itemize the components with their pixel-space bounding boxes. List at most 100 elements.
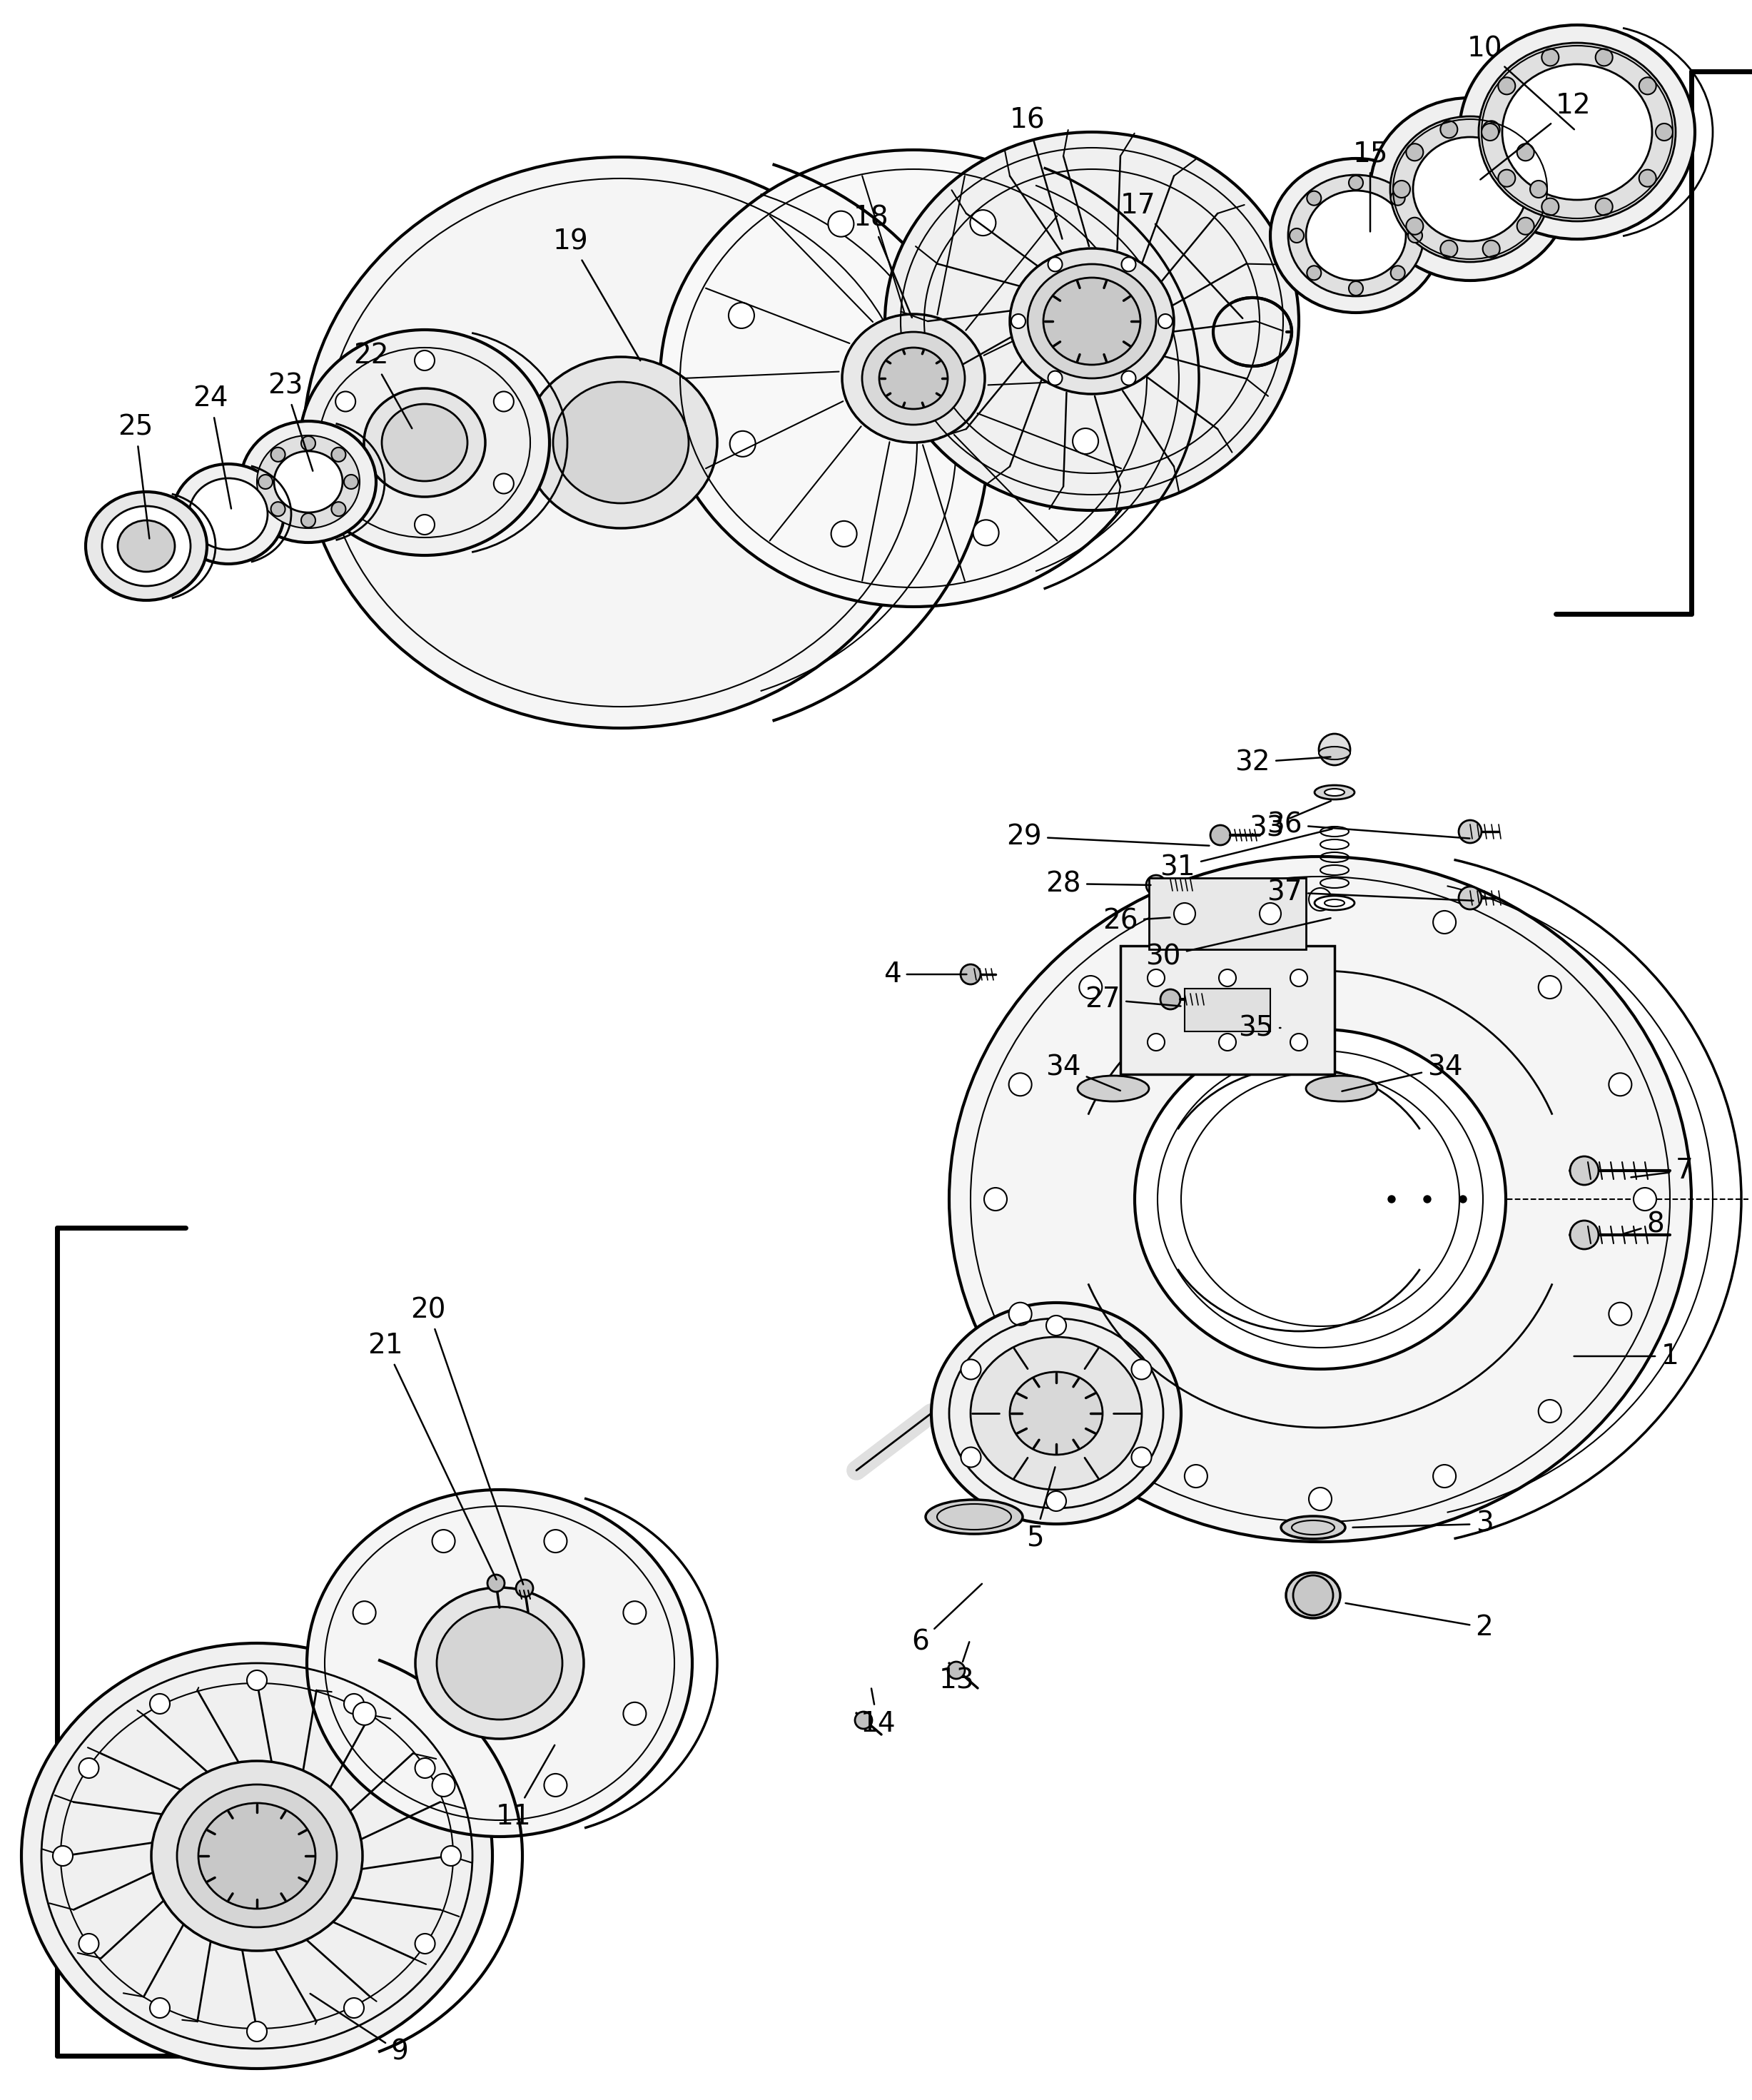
Circle shape — [247, 1670, 266, 1691]
Circle shape — [1307, 191, 1321, 206]
Circle shape — [494, 475, 513, 494]
Ellipse shape — [932, 1302, 1181, 1525]
Text: 11: 11 — [496, 1745, 555, 1831]
Ellipse shape — [1286, 1573, 1340, 1619]
Ellipse shape — [1314, 897, 1354, 909]
Ellipse shape — [843, 315, 985, 443]
Circle shape — [1219, 970, 1235, 987]
Ellipse shape — [1314, 785, 1354, 800]
Text: 16: 16 — [1009, 107, 1062, 239]
Text: 18: 18 — [853, 204, 913, 317]
Circle shape — [1570, 1220, 1598, 1250]
Ellipse shape — [273, 452, 343, 512]
Circle shape — [985, 1189, 1007, 1210]
Circle shape — [1158, 315, 1172, 328]
Circle shape — [1459, 1195, 1466, 1203]
Text: 12: 12 — [1480, 92, 1591, 181]
Circle shape — [855, 1712, 872, 1728]
Circle shape — [1538, 1401, 1561, 1422]
Ellipse shape — [1028, 265, 1156, 378]
Ellipse shape — [880, 349, 948, 410]
Text: 31: 31 — [1160, 830, 1332, 880]
Ellipse shape — [524, 357, 717, 529]
Circle shape — [1289, 229, 1303, 244]
Circle shape — [1184, 911, 1207, 935]
Circle shape — [343, 1695, 364, 1714]
Text: 23: 23 — [268, 372, 314, 470]
Ellipse shape — [151, 1762, 363, 1951]
Circle shape — [1260, 903, 1281, 924]
Text: 28: 28 — [1046, 869, 1151, 897]
Circle shape — [343, 1997, 364, 2018]
Circle shape — [1393, 181, 1410, 197]
Ellipse shape — [303, 158, 939, 729]
Circle shape — [1146, 876, 1167, 895]
Bar — [1184, 989, 1270, 1031]
Circle shape — [336, 391, 356, 412]
Circle shape — [336, 475, 356, 494]
Circle shape — [415, 514, 434, 536]
Ellipse shape — [1319, 748, 1351, 760]
Text: 33: 33 — [1249, 800, 1332, 842]
Ellipse shape — [1044, 277, 1141, 365]
Ellipse shape — [1501, 65, 1652, 200]
Circle shape — [1498, 170, 1515, 187]
Text: 13: 13 — [939, 1642, 974, 1695]
Ellipse shape — [1370, 99, 1570, 281]
Circle shape — [272, 447, 286, 462]
Text: 6: 6 — [911, 1583, 981, 1655]
Text: 20: 20 — [410, 1296, 524, 1586]
Text: 19: 19 — [554, 227, 639, 361]
Circle shape — [1211, 825, 1230, 844]
Circle shape — [1407, 143, 1423, 162]
Circle shape — [1319, 733, 1351, 764]
Circle shape — [1048, 372, 1062, 384]
Ellipse shape — [415, 1588, 583, 1739]
Circle shape — [1391, 267, 1405, 279]
Text: 9: 9 — [310, 1993, 408, 2066]
Ellipse shape — [1135, 1029, 1505, 1369]
Circle shape — [960, 964, 981, 985]
Circle shape — [433, 1529, 456, 1552]
Ellipse shape — [1305, 191, 1405, 281]
Circle shape — [1293, 1575, 1333, 1615]
Ellipse shape — [1459, 25, 1694, 239]
Circle shape — [1608, 1302, 1631, 1325]
Circle shape — [1011, 315, 1025, 328]
Text: 14: 14 — [860, 1688, 895, 1737]
Circle shape — [415, 1934, 434, 1953]
Circle shape — [1148, 1033, 1165, 1050]
Circle shape — [1424, 1195, 1431, 1203]
Circle shape — [415, 1758, 434, 1779]
Text: 32: 32 — [1235, 750, 1330, 775]
Text: 30: 30 — [1146, 918, 1332, 970]
Ellipse shape — [177, 1785, 336, 1928]
Circle shape — [1072, 428, 1099, 454]
Circle shape — [331, 502, 345, 517]
Circle shape — [1656, 124, 1673, 141]
Ellipse shape — [382, 403, 468, 481]
Circle shape — [1009, 1302, 1032, 1325]
Circle shape — [1349, 281, 1363, 296]
Ellipse shape — [258, 435, 359, 529]
Bar — [1121, 945, 1335, 1075]
Circle shape — [1160, 989, 1181, 1010]
Text: 22: 22 — [354, 342, 412, 428]
Ellipse shape — [950, 857, 1691, 1541]
Text: 5: 5 — [1027, 1468, 1055, 1552]
Circle shape — [972, 521, 999, 546]
Ellipse shape — [300, 330, 550, 554]
Text: 1: 1 — [1573, 1342, 1678, 1369]
Ellipse shape — [1479, 42, 1675, 220]
Circle shape — [352, 1703, 377, 1724]
Circle shape — [1459, 821, 1482, 842]
Circle shape — [545, 1529, 568, 1552]
Text: 27: 27 — [1084, 985, 1181, 1012]
Circle shape — [1349, 176, 1363, 189]
Ellipse shape — [885, 132, 1298, 510]
Circle shape — [1440, 239, 1458, 258]
Ellipse shape — [436, 1607, 562, 1720]
Circle shape — [343, 475, 357, 489]
Ellipse shape — [1281, 1516, 1346, 1539]
Circle shape — [1482, 122, 1500, 139]
